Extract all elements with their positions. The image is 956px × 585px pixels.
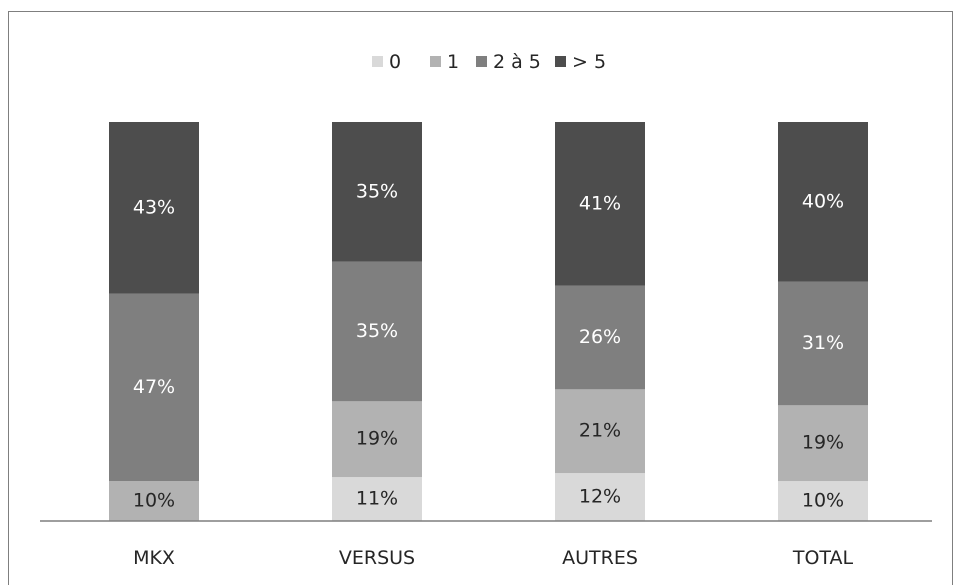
legend-label-2: 2 à 5 xyxy=(493,51,541,73)
category-label-1: VERSUS xyxy=(339,547,415,569)
bar-segment-1-0 xyxy=(332,477,422,521)
category-label-2: AUTRES xyxy=(562,547,638,569)
legend-label-0: 0 xyxy=(389,51,401,73)
legend-swatch-3 xyxy=(555,56,566,67)
legend-label-1: 1 xyxy=(447,51,459,73)
legend-swatch-2 xyxy=(476,56,487,67)
data-label-3-0: 10% xyxy=(802,490,844,512)
bar-segment-1-1 xyxy=(332,401,422,478)
bar-segment-0-3 xyxy=(109,122,199,294)
data-label-0-2: 47% xyxy=(133,376,175,398)
data-label-3-1: 19% xyxy=(802,432,844,454)
legend-swatch-1 xyxy=(430,56,441,67)
data-label-3-3: 40% xyxy=(802,190,844,212)
bars: 10% 47% 43% 11% 19% 35% 35% 12% 21% 26% 41% 10% 19% 3… xyxy=(109,122,868,521)
data-label-0-1: 10% xyxy=(133,490,175,512)
bar-segment-2-3 xyxy=(555,122,645,286)
bar-segment-1-3 xyxy=(332,122,422,262)
legend: 0 1 2 à 5 > 5 xyxy=(372,51,606,73)
bar-segment-3-3 xyxy=(778,122,868,282)
bar-segment-0-1 xyxy=(109,481,199,521)
bar-segment-2-2 xyxy=(555,285,645,390)
data-label-1-3: 35% xyxy=(356,180,398,202)
bar-segment-3-0 xyxy=(778,481,868,521)
category-label-0: MKX xyxy=(133,547,175,569)
data-label-2-1: 21% xyxy=(579,420,621,442)
bar-segment-0-2 xyxy=(109,293,199,482)
data-label-1-0: 11% xyxy=(356,488,398,510)
legend-label-3: > 5 xyxy=(572,51,606,73)
bar-segment-3-1 xyxy=(778,405,868,482)
data-label-1-2: 35% xyxy=(356,320,398,342)
data-label-3-2: 31% xyxy=(802,332,844,354)
data-label-1-1: 19% xyxy=(356,428,398,450)
bar-segment-1-2 xyxy=(332,261,422,402)
bar-segment-2-1 xyxy=(555,389,645,474)
data-label-0-3: 43% xyxy=(133,196,175,218)
category-label-3: TOTAL xyxy=(792,547,854,569)
data-label-2-3: 41% xyxy=(579,192,621,214)
data-label-2-0: 12% xyxy=(579,486,621,508)
bar-segment-3-2 xyxy=(778,281,868,406)
legend-swatch-0 xyxy=(372,56,383,67)
bar-segment-2-0 xyxy=(555,473,645,521)
category-labels: MKX VERSUS AUTRES TOTAL xyxy=(133,547,853,569)
data-label-2-2: 26% xyxy=(579,326,621,348)
